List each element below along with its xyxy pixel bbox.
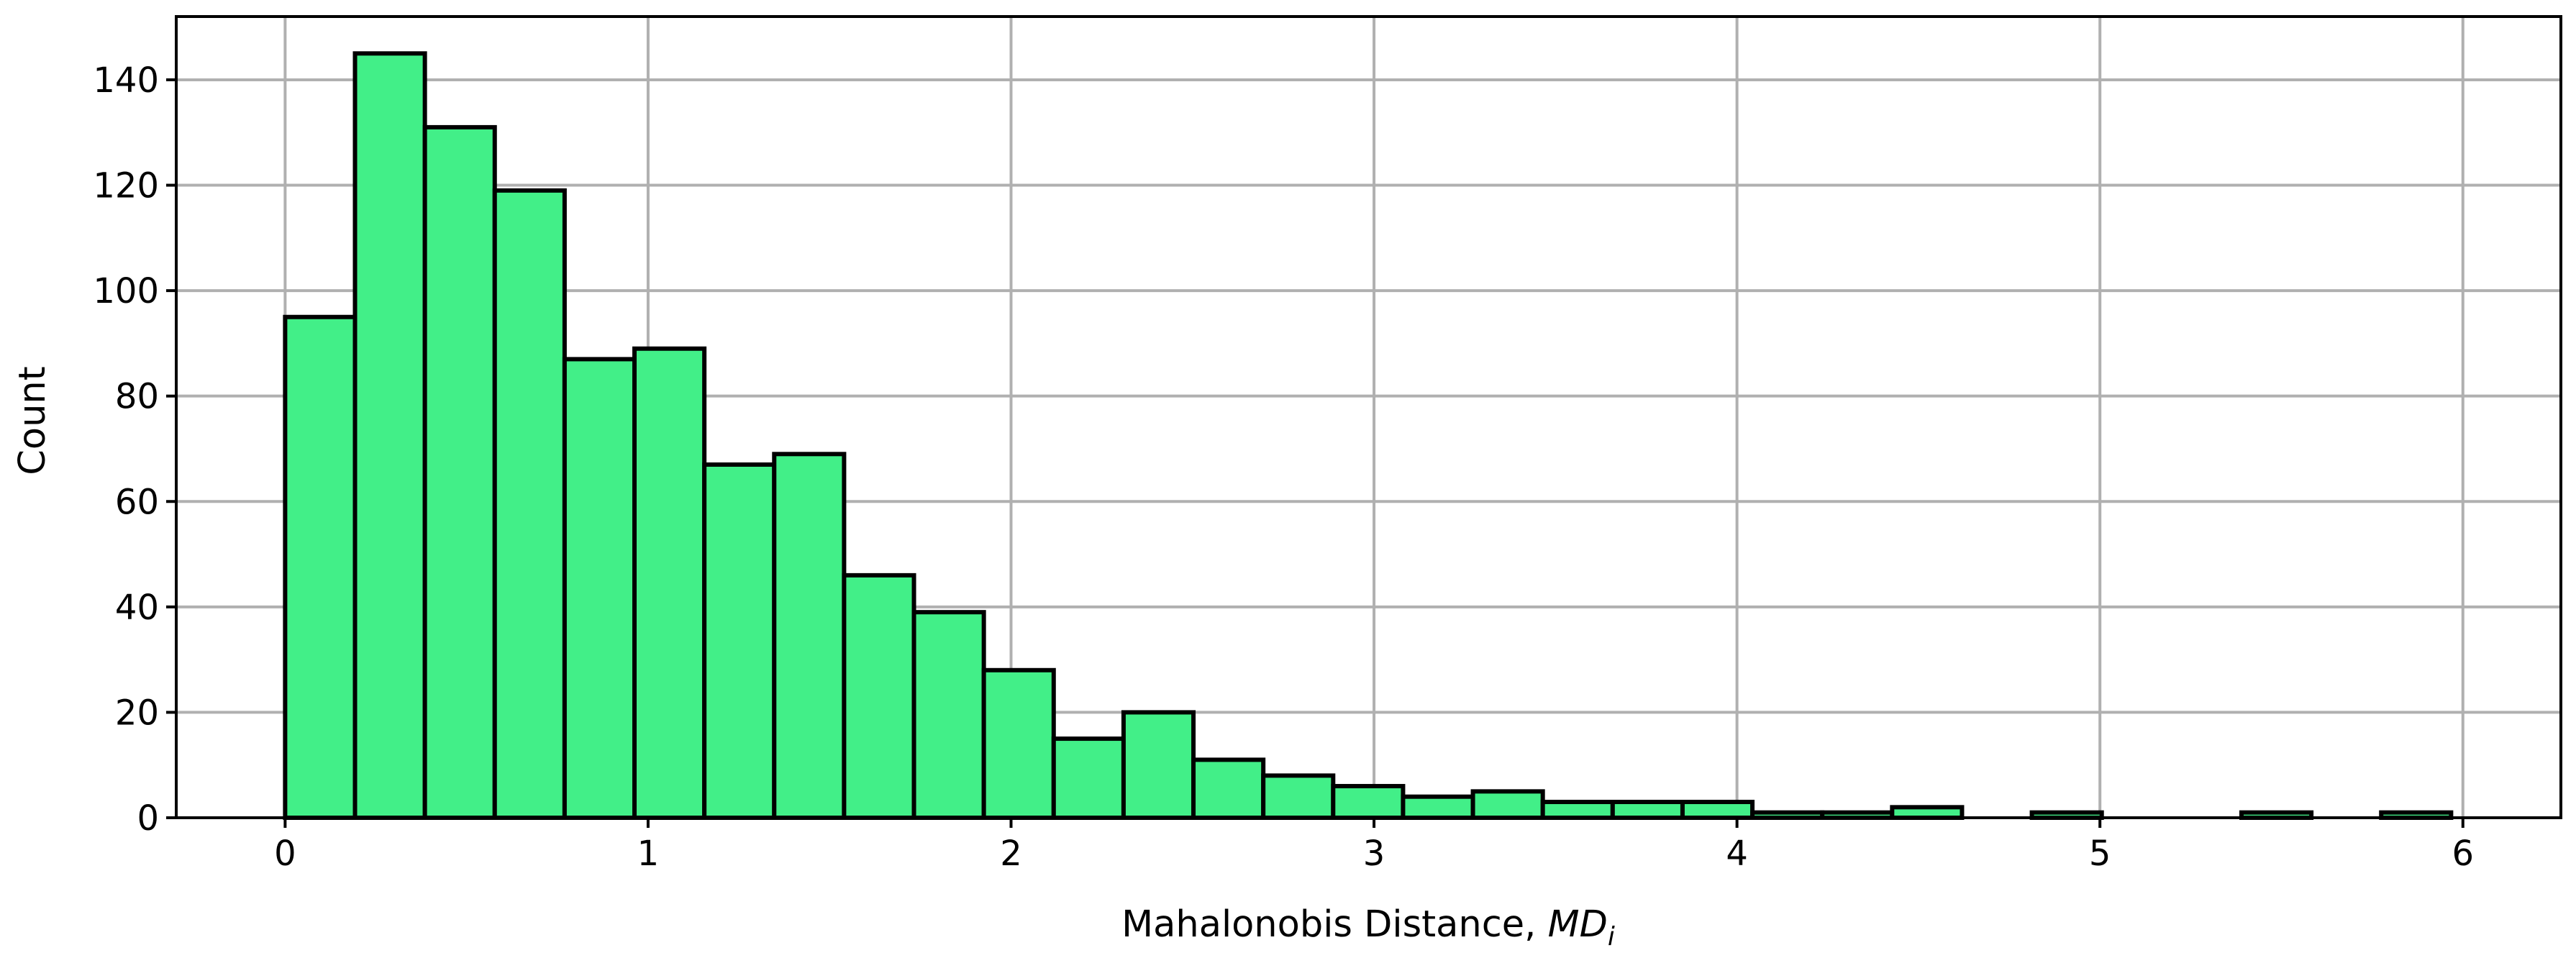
- x-tick-label: 6: [2452, 834, 2474, 874]
- histogram-bar: [492, 188, 567, 820]
- y-tick-label: 140: [93, 60, 159, 101]
- x-tick-label: 1: [637, 834, 660, 874]
- x-tick-label: 3: [1363, 834, 1385, 874]
- plot-frame: [175, 15, 2562, 819]
- y-tick-label: 40: [115, 588, 159, 628]
- y-tick-label: 60: [115, 482, 159, 522]
- histogram-bar: [1401, 794, 1475, 820]
- x-axis-label-text: Mahalonobis Distance,: [1121, 903, 1547, 946]
- histogram-bar: [1331, 784, 1406, 821]
- y-axis-ticks: 0 20 40 60 80 100 120 140: [93, 60, 176, 839]
- histogram-bars: [283, 51, 2454, 821]
- y-tick-label: 80: [115, 377, 159, 417]
- x-tick-label: 0: [274, 834, 296, 874]
- y-tick-label: 0: [137, 798, 159, 839]
- y-tick-label: 20: [115, 693, 159, 733]
- histogram-bar: [1680, 800, 1755, 821]
- histogram-bar: [1470, 789, 1545, 820]
- x-tick-label: 2: [1000, 834, 1022, 874]
- y-tick-label: 120: [93, 166, 159, 206]
- histogram-bar: [1121, 710, 1196, 821]
- histogram-bar: [632, 346, 707, 820]
- histogram-bar: [772, 452, 847, 820]
- x-tick-label: 4: [1726, 834, 1748, 874]
- histogram-bar: [1890, 805, 1965, 821]
- histogram-bar: [1610, 800, 1685, 821]
- histogram-bar: [562, 357, 637, 820]
- histogram-bar: [352, 51, 427, 821]
- histogram-bar: [911, 610, 986, 821]
- histogram-bar: [702, 462, 777, 820]
- x-tick-label: 5: [2089, 834, 2111, 874]
- histogram-bar: [1191, 757, 1266, 821]
- histogram-bar: [283, 314, 358, 820]
- histogram-bar: [1051, 736, 1126, 821]
- histogram-bar: [1540, 800, 1615, 821]
- histogram-bar: [842, 572, 916, 820]
- y-axis-label: Count: [12, 366, 54, 475]
- y-tick-label: 100: [93, 271, 159, 311]
- histogram-bar: [1261, 773, 1336, 820]
- x-axis-label-math: MD: [1548, 903, 1608, 946]
- histogram-bar: [981, 667, 1056, 821]
- x-axis-label-subscript: i: [1608, 922, 1615, 952]
- histogram-bar: [422, 124, 497, 820]
- x-axis-label: Mahalonobis Distance, MDi: [1121, 903, 1615, 952]
- x-axis-ticks: 0 1 2 3 4 5 6: [274, 818, 2474, 874]
